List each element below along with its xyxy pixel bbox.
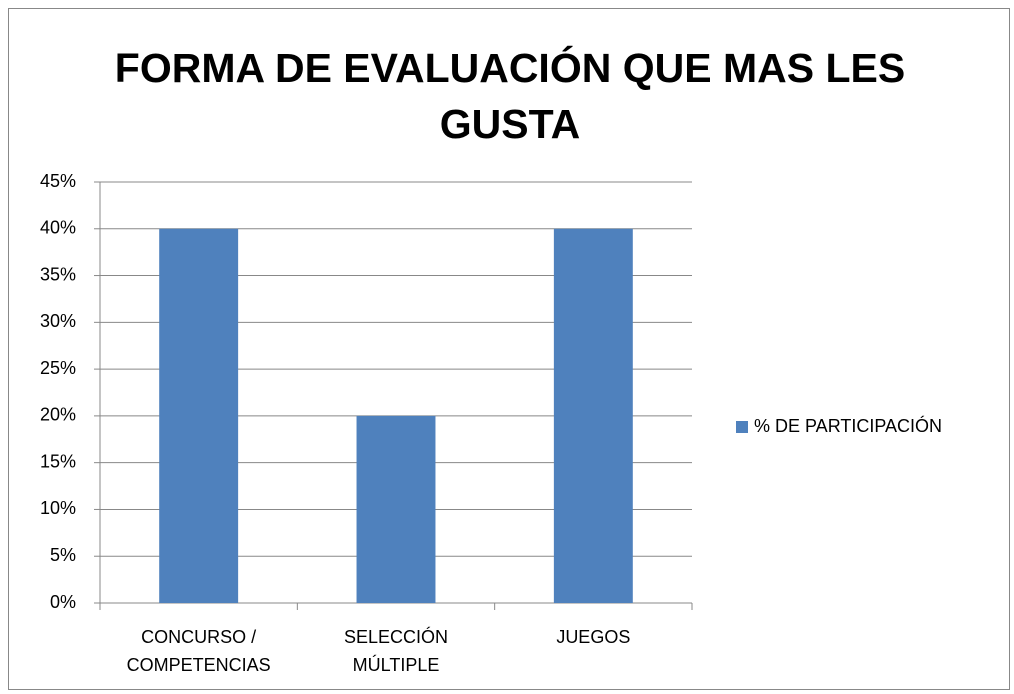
y-tick-label: 45% [40, 171, 76, 191]
y-tick-label: 5% [50, 545, 76, 565]
legend-swatch [736, 421, 748, 433]
legend-label: % DE PARTICIPACIÓN [754, 415, 942, 436]
bar [356, 415, 436, 603]
bar [553, 228, 633, 603]
bar [159, 228, 239, 603]
chart-title: FORMA DE EVALUACIÓN QUE MAS LES GUSTA [114, 45, 906, 147]
x-tick-label: CONCURSO / COMPETENCIAS [126, 627, 271, 675]
y-tick-label: 15% [40, 451, 76, 471]
y-tick-label: 20% [40, 405, 76, 425]
y-tick-label: 30% [40, 311, 76, 331]
y-tick-label: 0% [50, 592, 76, 612]
y-tick-label: 35% [40, 264, 76, 284]
y-tick-label: 40% [40, 218, 76, 238]
y-tick-label: 10% [40, 498, 76, 518]
y-tick-label: 25% [40, 358, 76, 378]
x-tick-label: SELECCIÓN MÚLTIPLE [343, 627, 449, 675]
x-tick-label: JUEGOS [556, 627, 631, 647]
